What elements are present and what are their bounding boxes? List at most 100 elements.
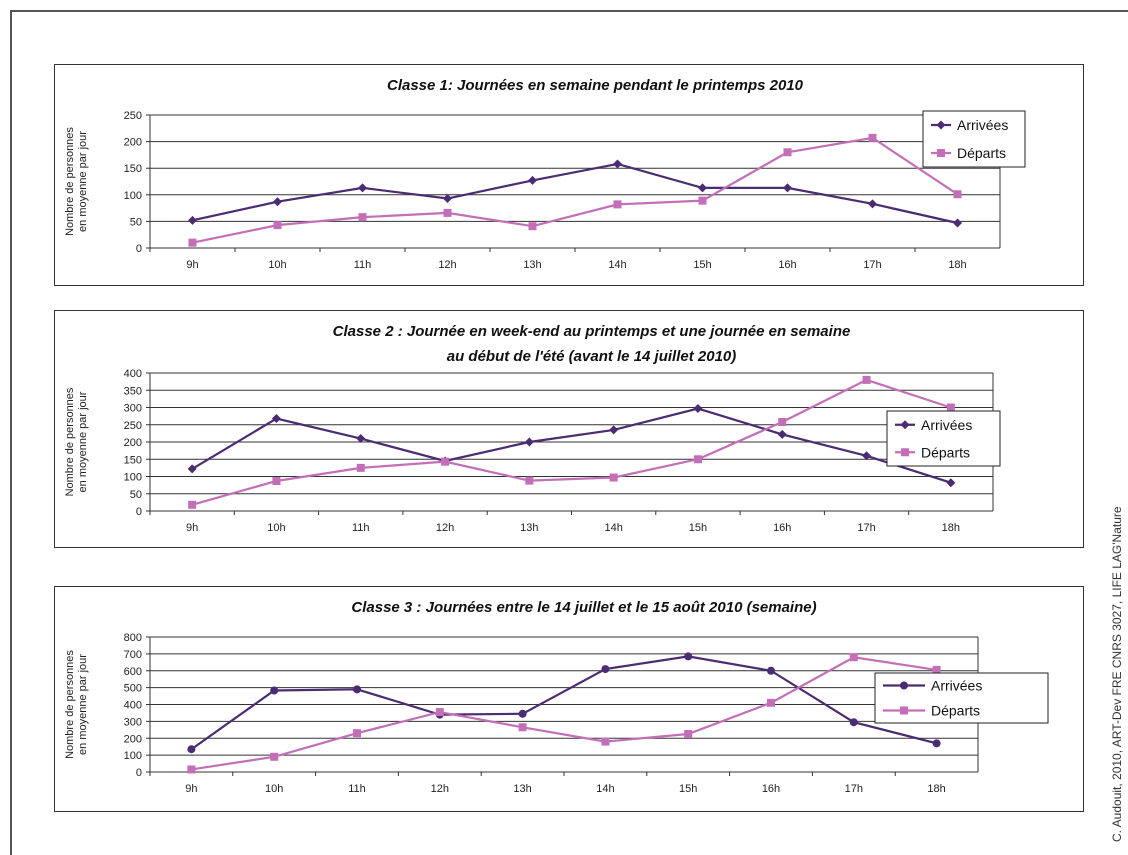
x-tick-label: 17h bbox=[845, 783, 863, 795]
x-tick-label: 13h bbox=[523, 259, 541, 271]
x-tick-label: 17h bbox=[863, 259, 881, 271]
legend-box bbox=[874, 672, 1049, 724]
y-axis-label: Nombre de personnes bbox=[64, 650, 76, 759]
departs-point bbox=[946, 403, 955, 412]
y-tick-label: 250 bbox=[124, 110, 142, 122]
x-tick-label: 11h bbox=[352, 522, 370, 534]
departs-point bbox=[270, 752, 279, 761]
x-tick-label: 14h bbox=[596, 783, 614, 795]
departs-point bbox=[932, 665, 941, 674]
arrivees-point bbox=[518, 709, 527, 718]
y-tick-label: 200 bbox=[124, 137, 142, 149]
x-tick-label: 9h bbox=[186, 259, 198, 271]
arrivees-point bbox=[783, 183, 792, 193]
x-tick-label: 13h bbox=[520, 522, 538, 534]
departs-point bbox=[698, 196, 707, 205]
legend-box bbox=[886, 410, 1001, 467]
y-axis-label: en moyenne par jour bbox=[77, 654, 89, 755]
y-tick-label: 0 bbox=[136, 243, 142, 255]
departs-point bbox=[353, 729, 361, 738]
y-tick-label: 700 bbox=[124, 649, 142, 661]
chart-classe-2-svg: Classe 2 : Journée en week-end au printe… bbox=[64, 323, 1001, 534]
x-tick-label: 12h bbox=[436, 522, 454, 534]
x-tick-label: 10h bbox=[268, 259, 286, 271]
y-tick-label: 200 bbox=[124, 733, 142, 745]
y-tick-label: 0 bbox=[136, 767, 142, 779]
figure-frame bbox=[10, 10, 1128, 855]
y-tick-label: 100 bbox=[124, 472, 142, 484]
arrivees-point bbox=[353, 685, 361, 694]
legend-swatch-marker bbox=[936, 120, 946, 130]
departs-point bbox=[525, 476, 534, 485]
x-tick-label: 9h bbox=[185, 783, 197, 795]
y-tick-label: 150 bbox=[124, 454, 142, 466]
departs-point bbox=[187, 765, 196, 774]
arrivees-point bbox=[187, 745, 196, 754]
arrivees-line bbox=[192, 162, 958, 225]
arrivees-point bbox=[443, 194, 452, 204]
departs-point bbox=[849, 653, 858, 662]
x-tick-label: 18h bbox=[942, 522, 960, 534]
arrivees-point bbox=[932, 739, 941, 748]
chart-classe-1-svg: Classe 1: Journées en semaine pendant le… bbox=[64, 77, 1026, 271]
chart-title: Classe 1: Journées en semaine pendant le… bbox=[387, 77, 804, 94]
arrivees-point bbox=[187, 464, 197, 474]
arrivees-point bbox=[946, 478, 956, 488]
legend-swatch-marker bbox=[937, 149, 945, 157]
y-tick-label: 100 bbox=[124, 190, 142, 202]
x-tick-label: 12h bbox=[438, 259, 456, 271]
legend-label: Départs bbox=[921, 444, 970, 460]
arrivees-point bbox=[693, 404, 703, 414]
x-tick-label: 16h bbox=[778, 259, 796, 271]
arrivees-point bbox=[684, 652, 693, 661]
departs-point bbox=[778, 417, 787, 426]
arrivees-point bbox=[609, 425, 619, 435]
y-tick-label: 50 bbox=[130, 489, 142, 501]
arrivees-point bbox=[356, 434, 366, 444]
departs-point bbox=[767, 698, 775, 707]
arrivees-line bbox=[191, 407, 952, 484]
x-tick-label: 13h bbox=[513, 783, 531, 795]
departs-line bbox=[191, 378, 952, 506]
departs-line bbox=[191, 656, 937, 771]
x-tick-label: 14h bbox=[608, 259, 626, 271]
departs-point bbox=[518, 723, 527, 732]
x-tick-label: 18h bbox=[948, 259, 966, 271]
arrivees-point bbox=[601, 665, 610, 674]
legend-swatch-marker bbox=[900, 681, 908, 690]
arrivees-point bbox=[613, 159, 622, 169]
arrivees-point bbox=[528, 175, 537, 185]
departs-point bbox=[358, 213, 367, 222]
y-axis-label: en moyenne par jour bbox=[77, 391, 89, 492]
arrivees-point bbox=[767, 666, 775, 675]
legend-swatch-marker bbox=[901, 448, 909, 457]
departs-point bbox=[609, 473, 618, 482]
legend-swatch-marker bbox=[900, 420, 910, 430]
legend-label: Arrivées bbox=[957, 117, 1008, 133]
y-tick-label: 0 bbox=[136, 506, 142, 518]
departs-point bbox=[443, 208, 452, 217]
arrivees-point bbox=[868, 199, 877, 209]
legend-box bbox=[922, 110, 1026, 168]
arrivees-point bbox=[953, 218, 962, 228]
y-tick-label: 350 bbox=[124, 385, 142, 397]
y-tick-label: 600 bbox=[124, 666, 142, 678]
arrivees-point bbox=[849, 718, 858, 727]
departs-point bbox=[273, 221, 282, 230]
departs-point bbox=[684, 730, 693, 739]
x-tick-label: 10h bbox=[267, 522, 285, 534]
arrivees-point bbox=[273, 197, 282, 207]
departs-point bbox=[188, 238, 197, 247]
legend-label: Arrivées bbox=[921, 417, 972, 433]
departs-point bbox=[188, 500, 197, 509]
y-tick-label: 400 bbox=[124, 368, 142, 380]
y-axis-label: en moyenne par jour bbox=[77, 131, 89, 232]
arrivees-point bbox=[777, 429, 787, 439]
y-tick-label: 250 bbox=[124, 420, 142, 432]
x-tick-label: 10h bbox=[265, 783, 283, 795]
y-tick-label: 400 bbox=[124, 700, 142, 712]
departs-point bbox=[272, 476, 281, 485]
arrivees-point bbox=[698, 183, 707, 193]
x-tick-label: 12h bbox=[431, 783, 449, 795]
y-tick-label: 150 bbox=[124, 163, 142, 175]
